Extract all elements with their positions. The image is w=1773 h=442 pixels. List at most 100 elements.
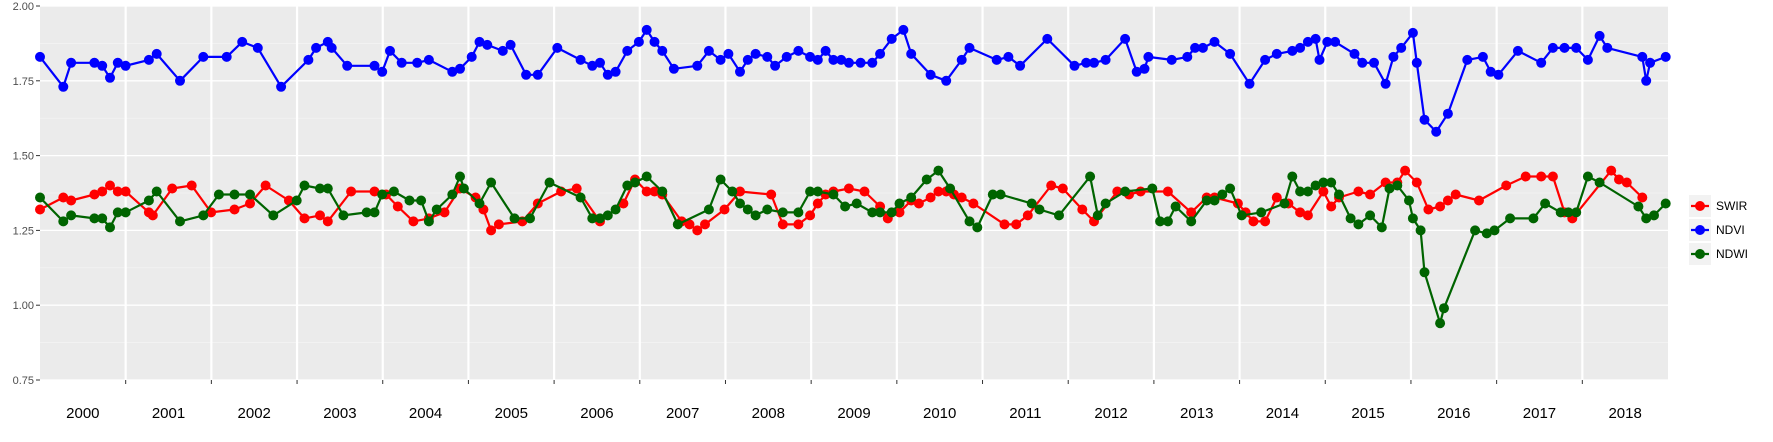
year-label: 2003 [323, 405, 356, 422]
data-point [742, 204, 753, 215]
data-point [805, 210, 816, 221]
data-point [1326, 201, 1337, 212]
legend-item-ndwi: NDWI [1689, 243, 1748, 265]
data-point [1310, 33, 1321, 44]
y-tick-label: 1.75 [13, 76, 34, 88]
data-point [1520, 171, 1531, 182]
data-point [1182, 51, 1193, 62]
data-point [1419, 114, 1430, 125]
data-point [1085, 171, 1096, 182]
data-point [925, 69, 936, 80]
data-point [221, 51, 232, 62]
data-point [532, 69, 543, 80]
data-point [326, 42, 337, 53]
data-point [1186, 207, 1197, 218]
data-point [439, 207, 450, 218]
data-point [602, 210, 613, 221]
year-label: 2001 [152, 405, 185, 422]
data-point [1295, 207, 1306, 218]
legend-marker [1695, 249, 1705, 259]
data-point [840, 201, 851, 212]
data-point [112, 207, 123, 218]
year-label: 2016 [1437, 405, 1470, 422]
data-point [1407, 213, 1418, 224]
data-point [66, 195, 77, 206]
data-point [175, 216, 185, 227]
data-point [1411, 177, 1422, 188]
data-point [58, 192, 69, 203]
series-ndwi [35, 165, 1671, 329]
year-label: 2011 [1009, 405, 1041, 422]
y-tick-label: 1.25 [13, 225, 34, 237]
data-point [1162, 186, 1173, 197]
data-point [956, 192, 967, 203]
data-point [147, 210, 158, 221]
data-point [1637, 192, 1648, 203]
data-point [641, 24, 652, 35]
data-point [1295, 186, 1306, 197]
data-point [1435, 201, 1446, 212]
data-point [715, 54, 726, 65]
data-point [735, 66, 745, 77]
data-point [412, 57, 423, 68]
data-point [1170, 201, 1181, 212]
data-point [793, 45, 804, 56]
data-point [1536, 171, 1547, 182]
data-point [886, 207, 897, 218]
data-point [1388, 51, 1399, 62]
data-point [1501, 180, 1512, 191]
data-point [1582, 54, 1593, 65]
data-point [933, 165, 944, 176]
data-point [762, 51, 773, 62]
data-point [342, 60, 353, 71]
data-point [1326, 177, 1337, 188]
data-point [416, 195, 427, 206]
data-point [322, 183, 333, 194]
data-point [995, 189, 1006, 200]
data-point [1365, 189, 1376, 200]
data-point [945, 183, 956, 194]
data-point [1135, 186, 1146, 197]
data-point [622, 45, 633, 56]
series-layer [35, 24, 1671, 329]
data-point [742, 54, 753, 65]
data-point [505, 39, 516, 50]
data-point [1057, 183, 1068, 194]
year-label: 2006 [580, 405, 613, 422]
data-point [1244, 78, 1255, 89]
data-point [921, 174, 932, 185]
data-point [1322, 36, 1333, 47]
data-point [1302, 36, 1313, 47]
data-point [1015, 60, 1026, 71]
data-point [552, 42, 563, 53]
data-point [1493, 69, 1504, 80]
data-point [186, 180, 197, 191]
data-point [875, 48, 886, 59]
data-point [1011, 219, 1022, 230]
year-label: 2005 [495, 405, 528, 422]
data-point [1555, 207, 1566, 218]
data-point [474, 36, 485, 47]
data-point [105, 222, 115, 233]
data-point [777, 219, 788, 230]
data-point [587, 60, 598, 71]
data-point [1563, 207, 1574, 218]
data-point [630, 177, 640, 188]
year-label: 2008 [752, 405, 785, 422]
data-point [793, 219, 804, 230]
year-label: 2017 [1523, 405, 1556, 422]
data-point [575, 54, 586, 65]
data-point [346, 186, 357, 197]
data-point [972, 222, 983, 233]
data-point [750, 48, 761, 59]
data-point [715, 174, 726, 185]
data-point [1512, 45, 1523, 56]
data-point [1256, 207, 1267, 218]
data-point [770, 60, 781, 71]
data-point [97, 60, 108, 71]
data-point [1369, 57, 1379, 68]
data-point [700, 219, 710, 230]
data-point [805, 51, 816, 62]
data-point [213, 189, 224, 200]
